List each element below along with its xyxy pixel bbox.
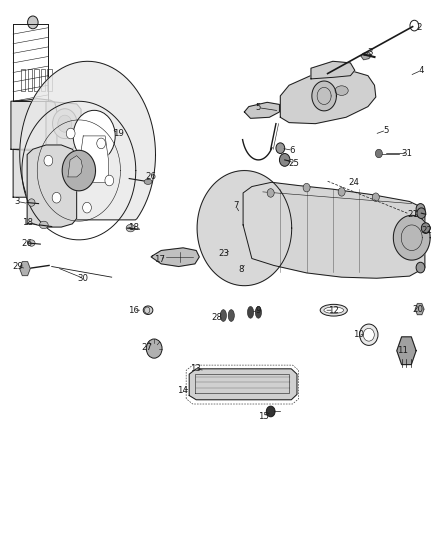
Circle shape [146,339,162,358]
Text: 31: 31 [402,149,413,158]
Polygon shape [393,215,430,260]
Polygon shape [27,145,77,227]
Text: 13: 13 [190,365,201,373]
Text: 9: 9 [256,306,261,314]
Ellipse shape [320,304,347,316]
Text: 18: 18 [128,223,139,231]
Text: 2: 2 [417,23,422,32]
Circle shape [266,406,275,417]
Text: 11: 11 [397,346,409,355]
Text: 7: 7 [233,201,238,210]
Text: 15: 15 [258,413,269,421]
Ellipse shape [363,328,374,341]
Circle shape [44,155,53,166]
Polygon shape [397,337,416,365]
Text: 3: 3 [15,197,20,206]
Circle shape [279,154,290,166]
Text: 29: 29 [12,262,23,271]
Circle shape [417,208,426,219]
Circle shape [97,138,106,149]
Polygon shape [68,156,82,177]
Circle shape [267,189,274,197]
Text: 3: 3 [367,48,373,56]
Polygon shape [11,99,57,151]
Ellipse shape [255,306,261,318]
Ellipse shape [28,240,35,246]
Bar [41,69,45,91]
Text: 6: 6 [290,146,295,155]
Circle shape [416,262,425,273]
Circle shape [372,193,379,201]
Polygon shape [243,182,425,278]
Circle shape [53,109,77,139]
Polygon shape [312,81,336,111]
Text: 26: 26 [21,239,33,247]
Text: 22: 22 [421,226,432,235]
Text: 27: 27 [141,343,153,352]
Text: 23: 23 [218,249,229,258]
Text: 25: 25 [289,159,300,167]
Polygon shape [151,248,199,266]
Ellipse shape [39,221,48,229]
Text: 5: 5 [384,126,389,134]
Polygon shape [197,171,292,286]
Circle shape [83,203,92,213]
Text: 19: 19 [113,129,124,138]
Polygon shape [20,262,30,276]
Polygon shape [415,304,424,314]
Polygon shape [361,52,371,60]
Circle shape [303,183,310,192]
Ellipse shape [228,310,234,321]
Polygon shape [189,369,297,400]
Polygon shape [80,136,109,182]
Text: 17: 17 [154,255,166,263]
Polygon shape [244,102,279,118]
Text: 26: 26 [145,173,157,181]
Circle shape [105,175,114,186]
Ellipse shape [220,310,226,321]
Polygon shape [46,101,81,149]
Circle shape [66,128,75,139]
Bar [34,69,39,91]
Ellipse shape [324,307,344,313]
Circle shape [276,143,285,154]
Ellipse shape [247,306,254,318]
Polygon shape [311,61,355,79]
Polygon shape [13,149,69,197]
Text: 10: 10 [353,330,364,339]
Ellipse shape [28,199,35,206]
Bar [21,69,25,91]
Text: 21: 21 [407,210,418,219]
Ellipse shape [143,306,153,314]
Ellipse shape [144,179,152,184]
Text: 16: 16 [128,306,139,314]
Polygon shape [20,61,155,220]
Circle shape [52,192,61,203]
Text: 18: 18 [21,219,33,227]
Text: 5: 5 [256,103,261,112]
Text: 4: 4 [419,66,424,75]
Circle shape [375,149,382,158]
Ellipse shape [126,224,135,232]
Circle shape [416,204,425,214]
Text: 20: 20 [413,305,424,313]
Bar [28,69,32,91]
Circle shape [338,188,345,196]
Circle shape [28,16,38,29]
Text: 12: 12 [328,306,339,314]
Bar [47,69,52,91]
Ellipse shape [335,86,348,95]
Text: 14: 14 [177,386,188,394]
Text: 28: 28 [212,313,223,322]
Circle shape [421,223,430,233]
Circle shape [58,115,72,132]
Text: 8: 8 [238,265,244,273]
Polygon shape [280,69,376,124]
Text: 24: 24 [348,178,360,187]
Polygon shape [62,150,95,191]
Text: 30: 30 [78,274,89,282]
Circle shape [73,110,115,161]
Ellipse shape [360,324,378,345]
